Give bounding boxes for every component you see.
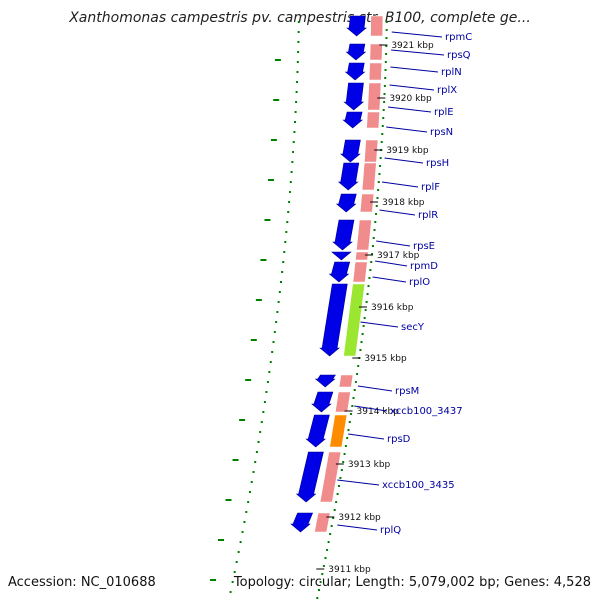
ruler-tick-label: 3915 kbp — [364, 354, 407, 364]
category-bar — [359, 193, 375, 213]
map-title: Xanthomonas campestris pv. campestris st… — [69, 10, 531, 26]
gene-leader-line — [379, 209, 416, 216]
ruler-tick-label: 3921 kbp — [391, 41, 434, 51]
cds-arrow — [345, 43, 367, 61]
cds-arrow — [340, 139, 361, 163]
gene-leader-line — [348, 433, 385, 440]
cog-category-layer — [314, 15, 384, 533]
ruler-tick-label: 3914 kbp — [357, 407, 400, 417]
ruler-tick-label: 3917 kbp — [377, 251, 420, 261]
category-bar — [355, 251, 369, 261]
ruler-tick-label: 3913 kbp — [348, 460, 391, 470]
gene-label[interactable]: rplN — [441, 67, 462, 78]
gene-leader-line — [357, 385, 393, 392]
category-bar — [361, 162, 377, 191]
gene-leader-line — [386, 126, 428, 133]
cds-arrow — [311, 391, 334, 413]
category-bar — [368, 62, 383, 81]
category-bar — [356, 219, 372, 251]
gene-leader-line — [384, 157, 424, 164]
category-bar — [338, 374, 354, 388]
cds-arrow — [337, 162, 360, 191]
gene-label[interactable]: xccb100_3435 — [382, 480, 455, 491]
cds-arrow — [332, 219, 355, 251]
gene-leader-line — [337, 524, 378, 531]
cds-arrow — [319, 283, 348, 357]
cds-arrow — [344, 62, 366, 81]
gene-label[interactable]: rplO — [409, 277, 430, 288]
gene-label[interactable]: rpsQ — [447, 50, 471, 61]
gene-label[interactable]: rplQ — [380, 525, 401, 536]
category-bar — [364, 139, 379, 163]
ruler-tick-label: 3911 kbp — [328, 565, 371, 575]
category-bar — [314, 512, 331, 533]
gene-leader-line — [391, 31, 443, 38]
gene-label[interactable]: rplR — [418, 210, 438, 221]
cds-arrow — [342, 111, 364, 129]
gene-leader-line — [354, 405, 388, 412]
gene-leader-line — [376, 240, 411, 247]
gene-label[interactable]: rpmC — [445, 32, 472, 43]
ruler-tick-label: 3918 kbp — [382, 198, 425, 208]
gene-label[interactable]: xccb100_3437 — [390, 406, 463, 417]
category-bar — [352, 261, 368, 283]
gene-label[interactable]: rpsH — [426, 158, 449, 169]
cds-arrow — [290, 512, 314, 533]
ruler-tick-label: 3916 kbp — [371, 303, 414, 313]
ruler-tick-label: 3919 kbp — [386, 146, 429, 156]
gene-leader-line — [389, 84, 435, 91]
gene-leader-line — [375, 260, 408, 267]
ruler-tick-label: 3912 kbp — [338, 513, 381, 523]
topology-label: Topology: circular; Length: 5,079,002 bp… — [233, 575, 591, 590]
gc-skew-dots-layer — [210, 21, 388, 599]
cds-arrow — [331, 251, 352, 261]
gene-leader-line — [372, 276, 407, 283]
ruler-layer: 3921 kbp 3920 kbp 3919 kbp 3918 kbp 3917 kbp… — [316, 41, 434, 575]
gene-label[interactable]: rpsN — [430, 127, 453, 138]
gene-leader-line — [360, 321, 399, 328]
cds-arrow — [328, 261, 351, 283]
category-bar — [343, 283, 366, 357]
cds-arrow — [335, 193, 357, 213]
gene-label[interactable]: secY — [401, 322, 425, 333]
gene-leader-line — [381, 181, 419, 188]
gene-label[interactable]: rplE — [434, 107, 454, 118]
gene-leader-line — [391, 49, 445, 56]
cds-arrow — [314, 374, 336, 388]
category-bar — [366, 111, 380, 129]
category-bar — [329, 414, 348, 448]
gene-label[interactable]: rpsM — [395, 386, 419, 397]
gene-label[interactable]: rpsD — [387, 434, 411, 445]
accession-label: Accession: NC_010688 — [8, 575, 156, 590]
cds-arrows-layer — [290, 15, 367, 533]
gene-label[interactable]: rplF — [421, 182, 440, 193]
cds-arrow — [343, 82, 365, 111]
gene-leader-line — [337, 479, 380, 486]
gene-leader-line — [390, 66, 439, 73]
category-bar — [367, 82, 382, 111]
category-bar — [369, 43, 383, 61]
gene-leader-line — [387, 106, 432, 113]
ruler-tick-label: 3920 kbp — [389, 94, 432, 104]
cds-arrow — [305, 414, 330, 448]
category-bar — [370, 15, 384, 37]
cds-arrow — [346, 15, 367, 37]
gene-label[interactable]: rpsE — [413, 241, 435, 252]
cds-arrow — [295, 451, 324, 503]
gene-label[interactable]: rpmD — [410, 261, 438, 272]
gene-label[interactable]: rplX — [437, 85, 457, 96]
category-bar — [319, 451, 342, 503]
category-bar — [335, 391, 351, 413]
gene-labels-layer: rpmC rpsQ rplN rplX rplE rpsN rpsH rplF rplR rpsE… — [337, 31, 472, 536]
